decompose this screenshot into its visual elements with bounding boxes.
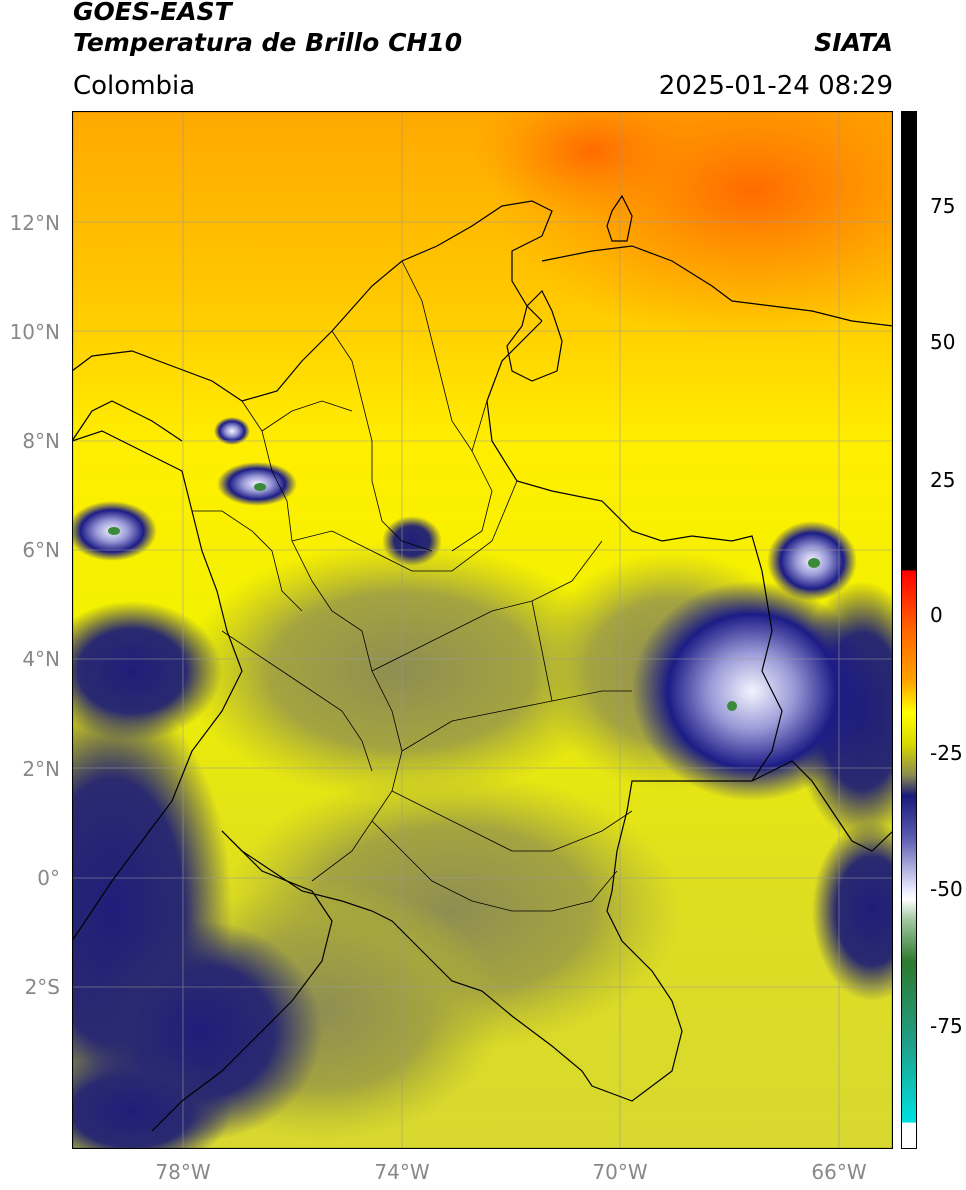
colorbar-tick-75: 75: [930, 194, 956, 218]
lon-label-66w: 66°W: [811, 1160, 867, 1184]
colorbar-tick-0: 0: [930, 603, 943, 627]
colorbar-tick-50: 50: [930, 330, 956, 354]
colorbar-tick-25: 25: [930, 468, 956, 492]
title-line1: GOES-EAST: [73, 0, 232, 26]
lat-label-2s: 2°S: [24, 975, 60, 999]
lat-label-6n: 6°N: [22, 538, 60, 562]
lon-label-74w: 74°W: [374, 1160, 430, 1184]
source-label: SIATA: [814, 28, 893, 57]
lat-label-4n: 4°N: [22, 647, 60, 671]
satellite-map: [72, 111, 893, 1149]
title-line2: Temperatura de Brillo CH10: [73, 28, 463, 57]
datetime-label: 2025-01-24 08:29: [658, 71, 893, 101]
lon-label-70w: 70°W: [592, 1160, 648, 1184]
lat-label-2n: 2°N: [22, 757, 60, 781]
lon-label-78w: 78°W: [155, 1160, 211, 1184]
colorbar-tick-minus75: -75: [930, 1014, 963, 1038]
colorbar-tick-minus50: -50: [930, 877, 963, 901]
colorbar-tick-minus25: -25: [930, 741, 963, 765]
lat-label-0: 0°: [37, 866, 60, 890]
colorbar: [901, 111, 917, 1149]
lat-label-8n: 8°N: [22, 429, 60, 453]
lat-label-10n: 10°N: [9, 320, 60, 344]
lat-label-12n: 12°N: [9, 211, 60, 235]
region-label: Colombia: [73, 71, 196, 101]
